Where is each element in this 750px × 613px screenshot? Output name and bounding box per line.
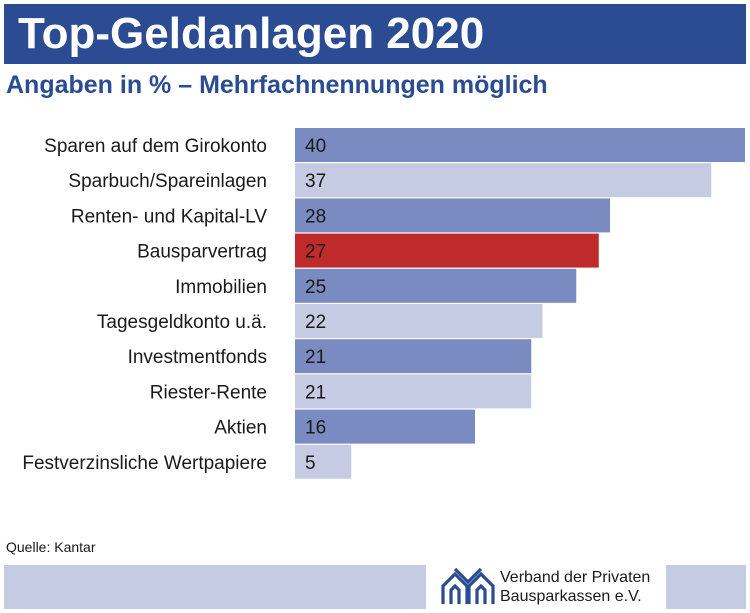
bar xyxy=(295,268,577,303)
bar-value-label: 22 xyxy=(305,312,326,333)
category-label: Tagesgeldkonto u.ä. xyxy=(97,312,267,333)
bar-value-label: 5 xyxy=(305,453,316,474)
brand-line-2: Bausparkassen e.V. xyxy=(500,588,642,605)
bar-value-label: 37 xyxy=(305,171,326,192)
chart-subtitle: Angaben in % – Mehrfachnennungen möglich xyxy=(6,71,548,99)
bar xyxy=(295,233,599,268)
title-banner: Top-Geldanlagen 2020 xyxy=(4,4,746,64)
bar-value-label: 16 xyxy=(305,418,326,439)
houses-logo-icon xyxy=(441,567,495,604)
bar xyxy=(295,374,532,409)
bar-value-label: 21 xyxy=(305,347,326,368)
bar xyxy=(295,444,352,479)
chart-title: Top-Geldanlagen 2020 xyxy=(18,9,485,58)
category-label: Sparbuch/Spareinlagen xyxy=(68,171,267,192)
footer-bar-right xyxy=(666,565,746,609)
category-label: Riester-Rente xyxy=(150,382,267,403)
bar-chart: 40 Sparen auf dem Girokonto 37 Sparbuch/Spa… xyxy=(22,128,745,479)
category-label: Investmentfonds xyxy=(128,347,267,368)
bar-value-label: 21 xyxy=(305,382,326,403)
bar xyxy=(295,304,543,338)
category-label: Festverzinsliche Wertpapiere xyxy=(22,453,267,474)
bar-value-label: 27 xyxy=(305,242,326,263)
category-label: Sparen auf dem Girokonto xyxy=(44,136,267,157)
brand-name: Verband der Privaten Bausparkassen e.V. xyxy=(500,568,650,606)
bar-value-label: 25 xyxy=(305,277,326,298)
category-label: Immobilien xyxy=(175,277,267,298)
bar xyxy=(295,198,610,233)
brand-line-1: Verband der Privaten xyxy=(500,569,651,586)
bar xyxy=(295,409,475,444)
bar-value-label: 28 xyxy=(305,206,326,227)
bar xyxy=(295,339,532,374)
bar xyxy=(295,128,745,162)
footer-bar-left xyxy=(4,565,426,609)
category-label: Renten- und Kapital-LV xyxy=(71,206,267,227)
source-note: Quelle: Kantar xyxy=(6,539,96,555)
category-label: Bausparvertrag xyxy=(137,242,267,263)
bar xyxy=(295,163,712,198)
bar-value-label: 40 xyxy=(305,136,326,157)
category-label: Aktien xyxy=(214,418,267,439)
